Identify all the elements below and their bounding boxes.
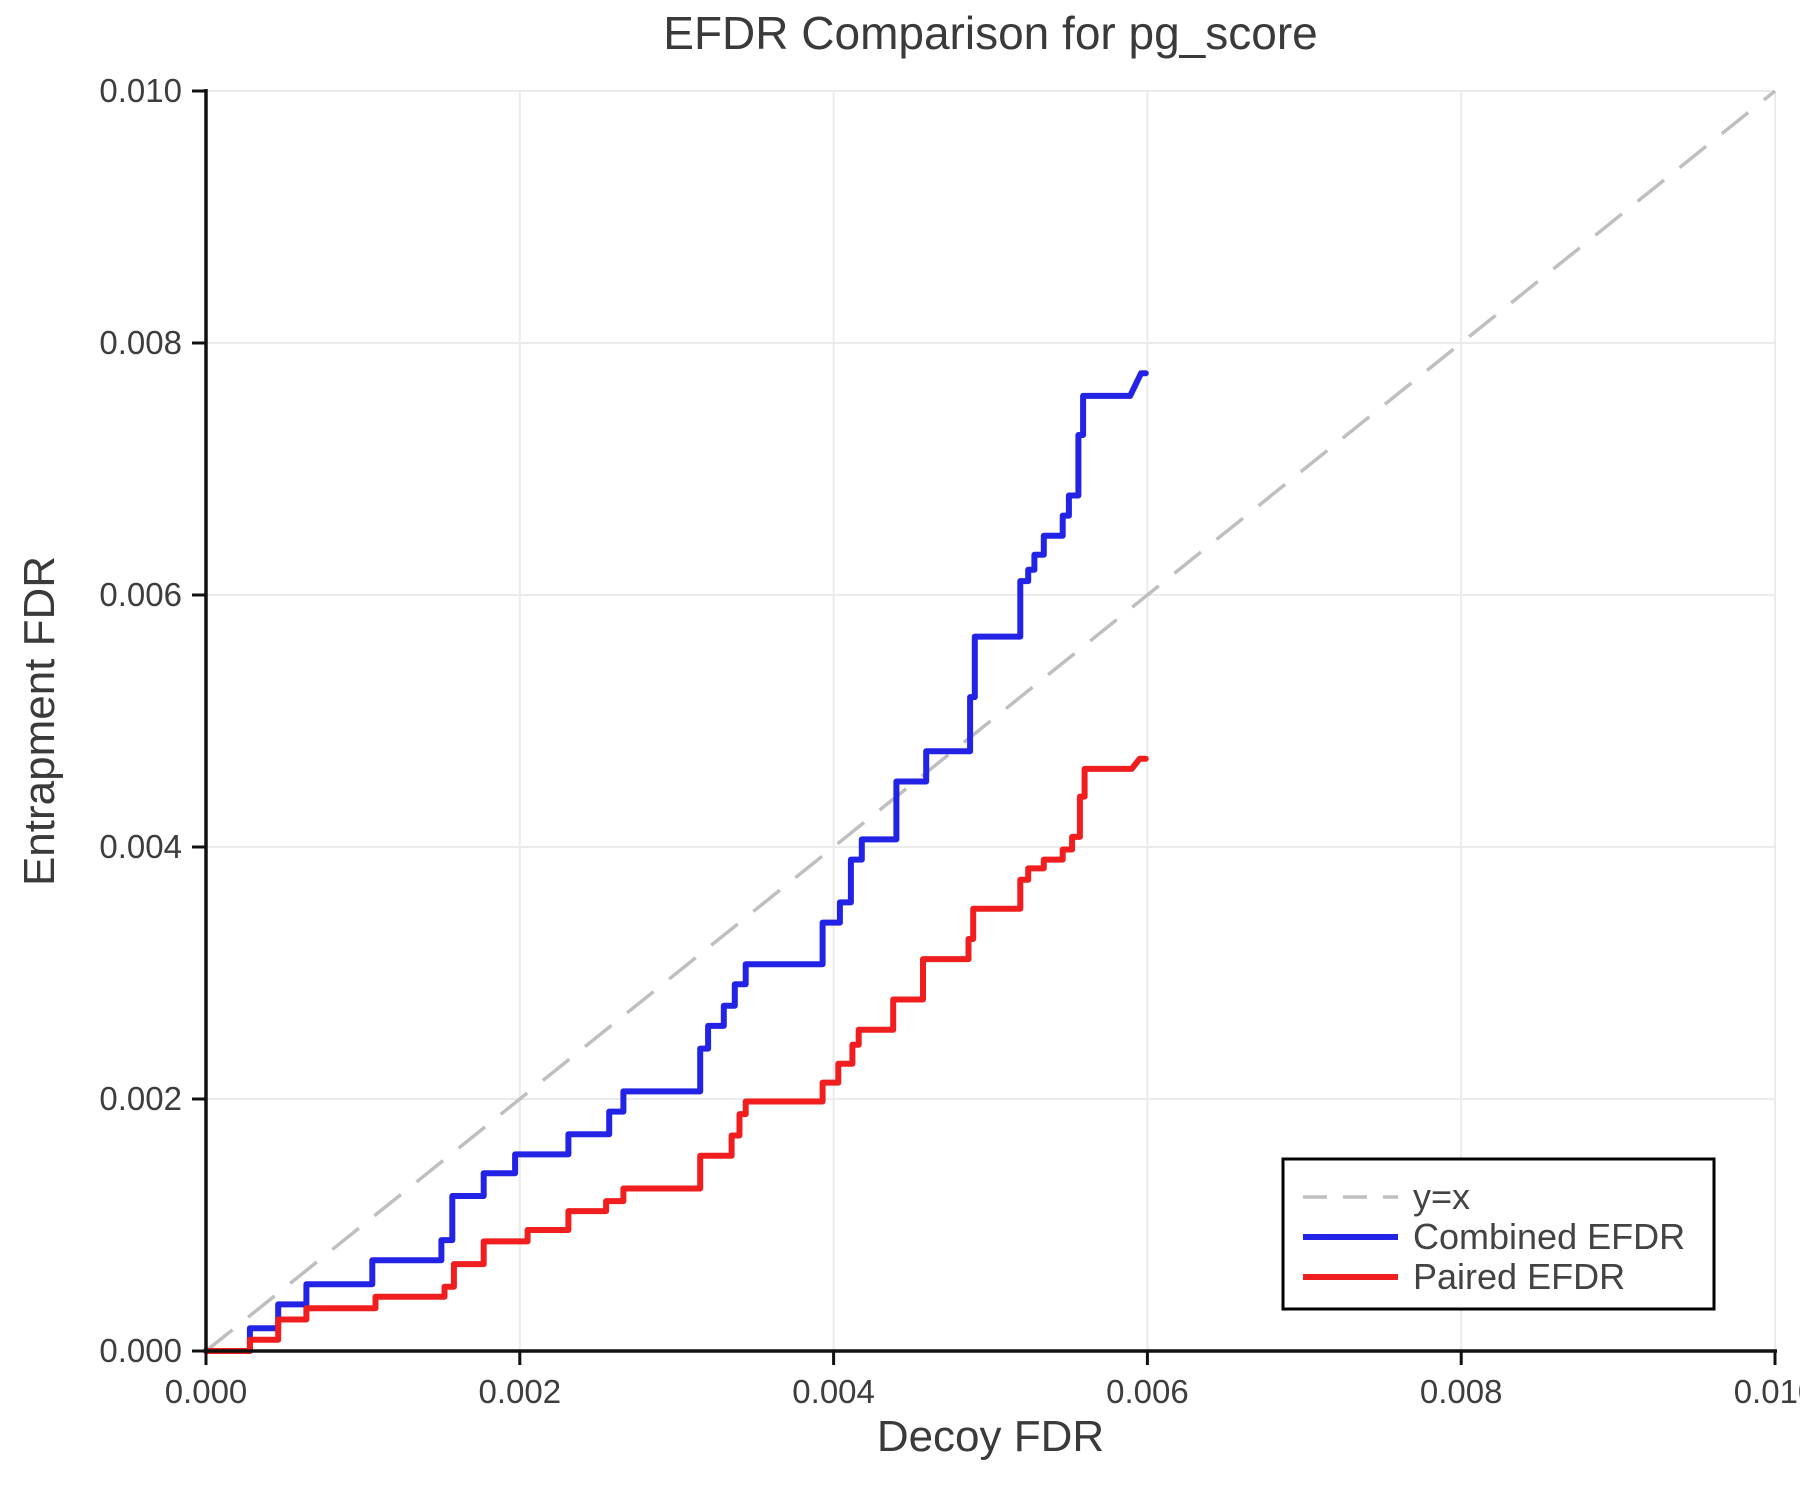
y-tick-label: 0.006 <box>99 576 182 613</box>
legend-label: Paired EFDR <box>1413 1256 1625 1297</box>
x-tick-label: 0.008 <box>1420 1373 1503 1410</box>
x-tick-label: 0.004 <box>792 1373 875 1410</box>
y-tick-label: 0.002 <box>99 1080 182 1117</box>
reference-line-y-equals-x <box>204 89 1777 1353</box>
x-tick-label: 0.006 <box>1106 1373 1189 1410</box>
legend-label: Combined EFDR <box>1413 1216 1685 1257</box>
y-tick-label: 0.000 <box>99 1332 182 1369</box>
x-axis-label: Decoy FDR <box>876 1412 1105 1461</box>
combined-efdr-line <box>203 370 1149 1354</box>
chart-title: EFDR Comparison for pg_score <box>663 7 1318 59</box>
x-tick-label: 0.002 <box>479 1373 562 1410</box>
y-tick-label: 0.008 <box>99 324 182 361</box>
x-tick-label: 0.000 <box>165 1373 248 1410</box>
y-tick-label: 0.004 <box>99 828 182 865</box>
legend-label: y=x <box>1413 1176 1470 1217</box>
x-tick-label: 0.010 <box>1734 1373 1800 1410</box>
y-tick-label: 0.010 <box>99 72 182 109</box>
paired-efdr-line <box>203 755 1149 1354</box>
